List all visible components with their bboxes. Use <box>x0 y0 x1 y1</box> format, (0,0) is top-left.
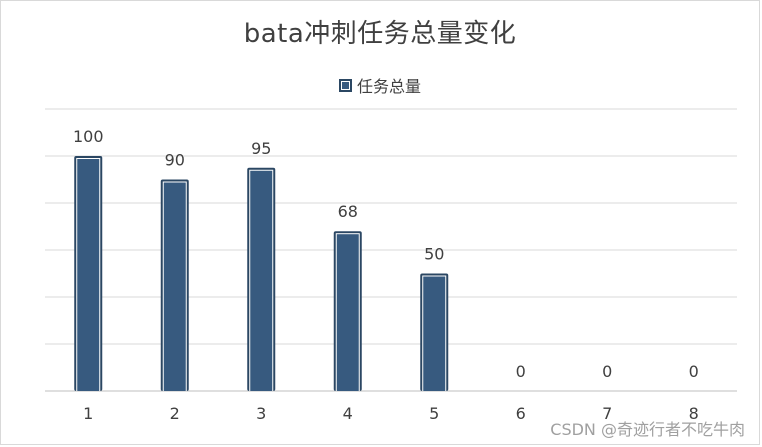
data-label: 50 <box>424 245 444 264</box>
legend: 任务总量 <box>1 73 759 97</box>
data-label: 95 <box>251 139 271 158</box>
data-label: 68 <box>338 202 358 221</box>
data-label: 100 <box>73 127 104 146</box>
x-tick-label: 1 <box>83 404 93 423</box>
data-label: 0 <box>602 362 612 381</box>
x-tick-label: 8 <box>689 404 699 423</box>
bar-fill <box>163 182 186 391</box>
legend-label: 任务总量 <box>356 77 421 96</box>
chart-title: bata冲刺任务总量变化 <box>243 19 517 49</box>
x-tick-label: 5 <box>429 404 439 423</box>
x-tick-label: 3 <box>256 404 266 423</box>
x-tick-label: 4 <box>343 404 353 423</box>
data-label: 90 <box>165 151 185 170</box>
bar-fill <box>423 276 446 391</box>
legend-swatch <box>338 78 352 92</box>
x-tick-label: 2 <box>170 404 180 423</box>
watermark: CSDN @奇迹行者不吃牛肉 <box>550 420 745 439</box>
x-tick-label: 7 <box>602 404 612 423</box>
data-label: 0 <box>689 362 699 381</box>
bar-fill <box>336 234 359 391</box>
bar-fill <box>250 170 273 391</box>
data-label: 0 <box>516 362 526 381</box>
bar-fill <box>77 159 100 391</box>
x-tick-label: 6 <box>516 404 526 423</box>
